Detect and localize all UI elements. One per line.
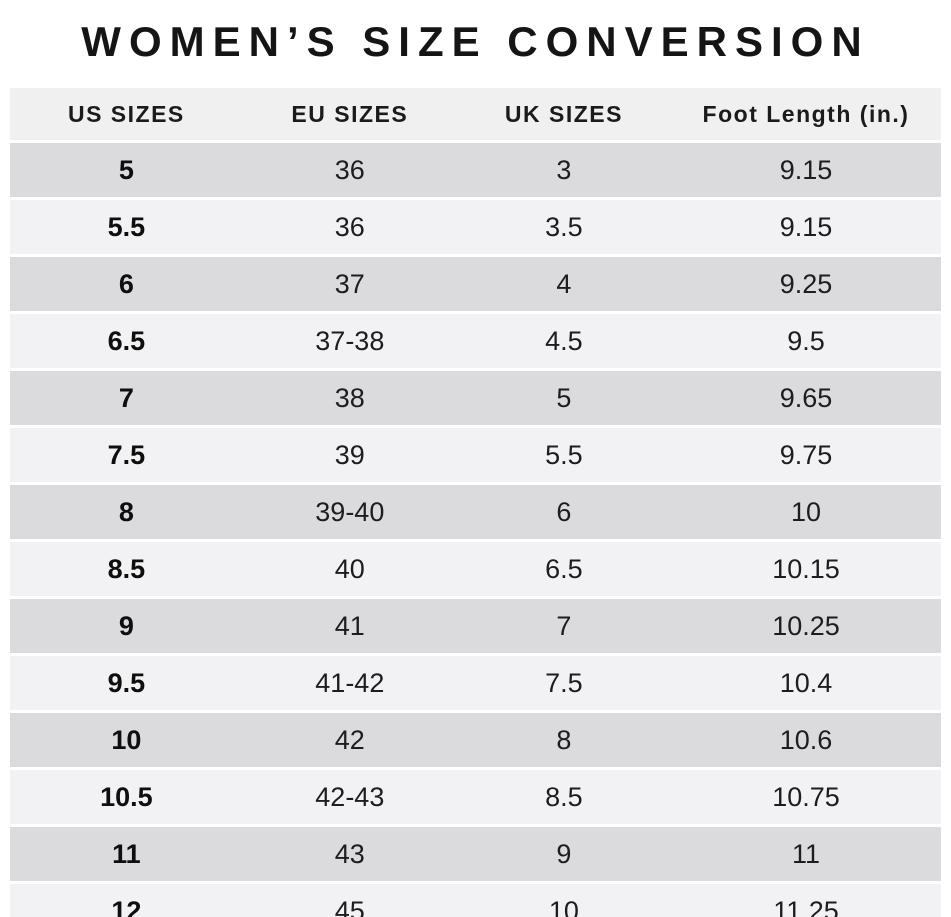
size-conversion-table: US SIZES EU SIZES UK SIZES Foot Length (…	[10, 88, 941, 917]
table-cell-foot-length: 9.5	[671, 314, 941, 371]
table-cell-eu-size: 39	[242, 428, 457, 485]
table-row: 9 41 7 10.25	[10, 599, 941, 656]
table-cell-us-size: 9	[10, 599, 243, 656]
table-row: 10.5 42-43 8.5 10.75	[10, 770, 941, 827]
table-cell-foot-length: 10.75	[671, 770, 941, 827]
table-cell-us-size: 10	[10, 713, 243, 770]
table-cell-uk-size: 9	[456, 827, 671, 884]
table-cell-uk-size: 5.5	[456, 428, 671, 485]
table-cell-eu-size: 38	[242, 371, 457, 428]
table-cell-eu-size: 36	[242, 143, 457, 200]
column-header-us-sizes: US SIZES	[10, 88, 243, 143]
table-cell-uk-size: 8.5	[456, 770, 671, 827]
table-row: 10 42 8 10.6	[10, 713, 941, 770]
table-cell-us-size: 8	[10, 485, 243, 542]
table-cell-foot-length: 11	[671, 827, 941, 884]
table-row: 8 39-40 6 10	[10, 485, 941, 542]
table-cell-foot-length: 10.6	[671, 713, 941, 770]
table-cell-foot-length: 9.65	[671, 371, 941, 428]
table-cell-eu-size: 37	[242, 257, 457, 314]
table-cell-uk-size: 4.5	[456, 314, 671, 371]
table-cell-us-size: 7	[10, 371, 243, 428]
table-row: 5 36 3 9.15	[10, 143, 941, 200]
table-cell-foot-length: 10	[671, 485, 941, 542]
table-cell-eu-size: 42	[242, 713, 457, 770]
table-cell-uk-size: 7.5	[456, 656, 671, 713]
table-cell-uk-size: 5	[456, 371, 671, 428]
table-cell-foot-length: 9.75	[671, 428, 941, 485]
table-row: 8.5 40 6.5 10.15	[10, 542, 941, 599]
table-cell-uk-size: 4	[456, 257, 671, 314]
table-cell-foot-length: 10.25	[671, 599, 941, 656]
table-row: 6 37 4 9.25	[10, 257, 941, 314]
table-cell-eu-size: 41	[242, 599, 457, 656]
table-cell-us-size: 12	[10, 884, 243, 917]
table-cell-eu-size: 41-42	[242, 656, 457, 713]
table-row: 11 43 9 11	[10, 827, 941, 884]
table-cell-us-size: 7.5	[10, 428, 243, 485]
table-cell-us-size: 11	[10, 827, 243, 884]
table-cell-uk-size: 7	[456, 599, 671, 656]
table-row: 9.5 41-42 7.5 10.4	[10, 656, 941, 713]
table-row: 6.5 37-38 4.5 9.5	[10, 314, 941, 371]
table-cell-foot-length: 9.25	[671, 257, 941, 314]
table-cell-eu-size: 40	[242, 542, 457, 599]
table-cell-us-size: 5.5	[10, 200, 243, 257]
table-cell-uk-size: 10	[456, 884, 671, 917]
table-row: 7.5 39 5.5 9.75	[10, 428, 941, 485]
page-title: WOMEN’S SIZE CONVERSION	[81, 18, 870, 65]
table-cell-uk-size: 8	[456, 713, 671, 770]
table-cell-us-size: 6	[10, 257, 243, 314]
table-cell-eu-size: 43	[242, 827, 457, 884]
table-cell-us-size: 5	[10, 143, 243, 200]
table-cell-us-size: 9.5	[10, 656, 243, 713]
table-cell-uk-size: 3.5	[456, 200, 671, 257]
column-header-eu-sizes: EU SIZES	[242, 88, 457, 143]
column-header-uk-sizes: UK SIZES	[456, 88, 671, 143]
table-cell-foot-length: 11.25	[671, 884, 941, 917]
table-cell-eu-size: 39-40	[242, 485, 457, 542]
table-cell-us-size: 6.5	[10, 314, 243, 371]
table-cell-foot-length: 9.15	[671, 200, 941, 257]
table-cell-foot-length: 10.15	[671, 542, 941, 599]
table-cell-eu-size: 37-38	[242, 314, 457, 371]
table-cell-eu-size: 36	[242, 200, 457, 257]
table-cell-uk-size: 6.5	[456, 542, 671, 599]
table-cell-us-size: 8.5	[10, 542, 243, 599]
table-cell-foot-length: 9.15	[671, 143, 941, 200]
table-cell-us-size: 10.5	[10, 770, 243, 827]
column-header-foot-length: Foot Length (in.)	[671, 88, 941, 143]
table-cell-uk-size: 3	[456, 143, 671, 200]
table-cell-eu-size: 42-43	[242, 770, 457, 827]
table-row: 5.5 36 3.5 9.15	[10, 200, 941, 257]
table-cell-uk-size: 6	[456, 485, 671, 542]
table-row: 7 38 5 9.65	[10, 371, 941, 428]
table-row: 12 45 10 11.25	[10, 884, 941, 917]
table-cell-foot-length: 10.4	[671, 656, 941, 713]
header-row: US SIZES EU SIZES UK SIZES Foot Length (…	[10, 88, 941, 143]
table-cell-eu-size: 45	[242, 884, 457, 917]
